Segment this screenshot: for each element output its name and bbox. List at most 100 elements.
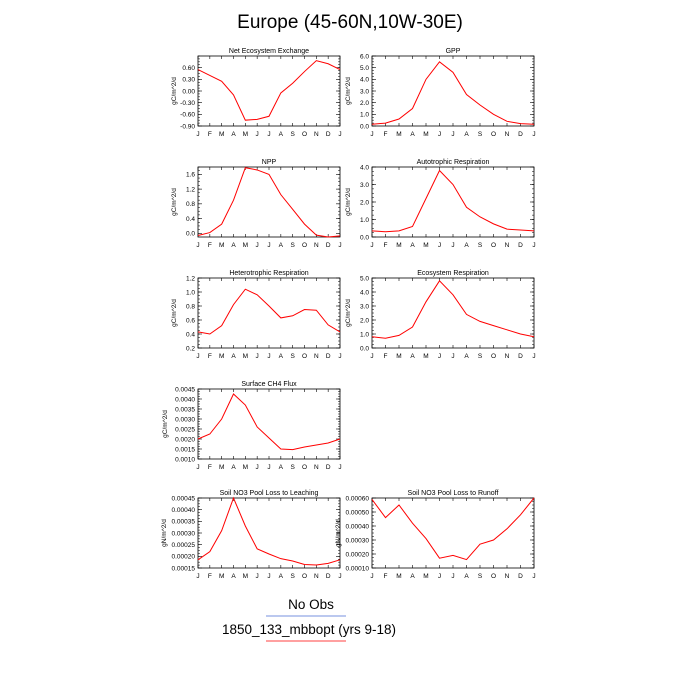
panel-9-xtick-label: J <box>532 573 535 580</box>
panel-6-xtick-label: A <box>410 353 415 360</box>
panel-4-xtick-label: O <box>491 242 496 249</box>
panel-4-ytick-label: 4.0 <box>360 164 369 171</box>
panel-1-xtick-label: J <box>338 131 341 138</box>
panel-5-xtick-label: J <box>196 353 199 360</box>
panel-7-ylabel: gC/m^2/d <box>162 410 169 438</box>
panel-3-xtick-label: A <box>279 242 284 249</box>
panel-6-ytick-label: 0.0 <box>360 345 369 352</box>
panel-6-xtick-label: J <box>532 353 535 360</box>
panel-1-ytick-label: 0.30 <box>182 77 195 84</box>
panel-7-ytick-label: 0.0040 <box>175 396 195 403</box>
panel-7-xtick-label: O <box>302 464 307 471</box>
panel-9-xtick-label: A <box>464 573 469 580</box>
panel-9-ytick-label: 0.00030 <box>346 537 370 544</box>
panel-1-xtick-label: F <box>208 131 212 138</box>
panel-1-title: Net Ecosystem Exchange <box>229 48 309 55</box>
panel-2-xtick-label: F <box>384 131 388 138</box>
panel-4-xtick-label: J <box>438 242 441 249</box>
panel-9-ytick-label: 0.00010 <box>346 565 370 572</box>
panel-6-xtick-label: D <box>518 353 523 360</box>
panel-8-ytick-label: 0.00015 <box>172 565 196 572</box>
panel-3-ylabel: gC/m^2/d <box>171 188 178 216</box>
panel-9-xtick-label: J <box>451 573 454 580</box>
panel-5-xtick-label: D <box>326 353 331 360</box>
panel-7-xtick-label: J <box>267 464 270 471</box>
panel-8-ytick-label: 0.00030 <box>172 530 196 537</box>
panel-7-ytick-label: 0.0030 <box>175 416 195 423</box>
panel-7-xtick-label: M <box>243 464 248 471</box>
panel-9-ytick-label: 0.00060 <box>346 495 370 502</box>
panel-1-xtick-label: J <box>196 131 199 138</box>
panel-2-xtick-label: J <box>532 131 535 138</box>
panel-7-ytick-label: 0.0020 <box>175 436 195 443</box>
panel-6-frame <box>371 277 535 349</box>
panel-8-ytick-label: 0.00020 <box>172 554 196 561</box>
panel-1-xtick-label: N <box>314 131 319 138</box>
panel-8-xtick-label: S <box>290 573 295 580</box>
panel-2-ytick-label: 4.0 <box>360 77 369 84</box>
panel-4-xtick-label: J <box>370 242 373 249</box>
panel-4-ylabel: gC/m^2/d <box>345 188 352 216</box>
panel-3-xtick-label: J <box>267 242 270 249</box>
panel-5-ylabel: gC/m^2/d <box>171 299 178 327</box>
panel-3-ytick-label: 0.0 <box>186 231 195 238</box>
panel-8-xtick-label: O <box>302 573 307 580</box>
panel-4-xtick-label: M <box>396 242 401 249</box>
panel-5-ytick-label: 1.2 <box>186 275 195 282</box>
panel-7-xtick-label: N <box>314 464 319 471</box>
panel-4-title: Autotrophic Respiration <box>417 159 490 166</box>
panel-7-xtick-label: D <box>326 464 331 471</box>
panel-3-ytick-label: 1.2 <box>186 186 195 193</box>
panel-6-ytick-label: 4.0 <box>360 289 369 296</box>
panel-3-xtick-label: J <box>256 242 259 249</box>
panel-4-xtick-label: A <box>464 242 469 249</box>
panel-1-xtick-label: J <box>267 131 270 138</box>
panel-2-title: GPP <box>446 48 461 55</box>
panel-5-ytick-label: 0.8 <box>186 303 195 310</box>
panel-1-xtick-label: A <box>279 131 284 138</box>
panel-5-xtick-label: S <box>290 353 295 360</box>
panel-1-ytick-label: -0.90 <box>180 123 195 130</box>
panel-8-ytick-label: 0.00040 <box>172 507 196 514</box>
panel-4-xtick-label: F <box>384 242 388 249</box>
panel-6-title: Ecosystem Respiration <box>417 270 489 277</box>
panel-6-xtick-label: M <box>423 353 428 360</box>
panel-1-ytick-label: -0.60 <box>180 112 195 119</box>
panel-2-xtick-label: A <box>464 131 469 138</box>
panel-1-xtick-label: D <box>326 131 331 138</box>
panel-7-xtick-label: J <box>256 464 259 471</box>
panel-4-ytick-label: 2.0 <box>360 199 369 206</box>
panel-6-ylabel: gC/m^2/d <box>345 299 352 327</box>
legend-obs-label: No Obs <box>288 597 334 612</box>
panel-9-xtick-label: M <box>423 573 428 580</box>
panel-6-xtick-label: O <box>491 353 496 360</box>
panel-2-ytick-label: 5.0 <box>360 65 369 72</box>
panel-9-ytick-label: 0.00020 <box>346 551 370 558</box>
panel-1-xtick-label: S <box>290 131 295 138</box>
panel-8-xtick-label: J <box>338 573 341 580</box>
panel-6-ytick-label: 2.0 <box>360 317 369 324</box>
panel-4-ytick-label: 1.0 <box>360 217 369 224</box>
panel-1-ytick-label: 0.00 <box>182 88 195 95</box>
panel-9-xtick-label: D <box>518 573 523 580</box>
panel-8-ytick-label: 0.00035 <box>172 519 196 526</box>
panel-4-xtick-label: J <box>451 242 454 249</box>
panel-3-xtick-label: D <box>326 242 331 249</box>
panel-5-xtick-label: O <box>302 353 307 360</box>
panel-5-xtick-label: J <box>338 353 341 360</box>
panel-7-xtick-label: J <box>338 464 341 471</box>
panel-2-ytick-label: 1.0 <box>360 112 369 119</box>
panel-9-series-line <box>371 497 535 561</box>
panel-1-ytick-label: -0.30 <box>180 100 195 107</box>
panel-3-title: NPP <box>262 159 277 166</box>
panel-9-xtick-label: M <box>396 573 401 580</box>
panel-7-xtick-label: F <box>208 464 212 471</box>
panel-6-xtick-label: F <box>384 353 388 360</box>
panel-5-ytick-label: 0.6 <box>186 317 195 324</box>
panel-4-xtick-label: J <box>532 242 535 249</box>
